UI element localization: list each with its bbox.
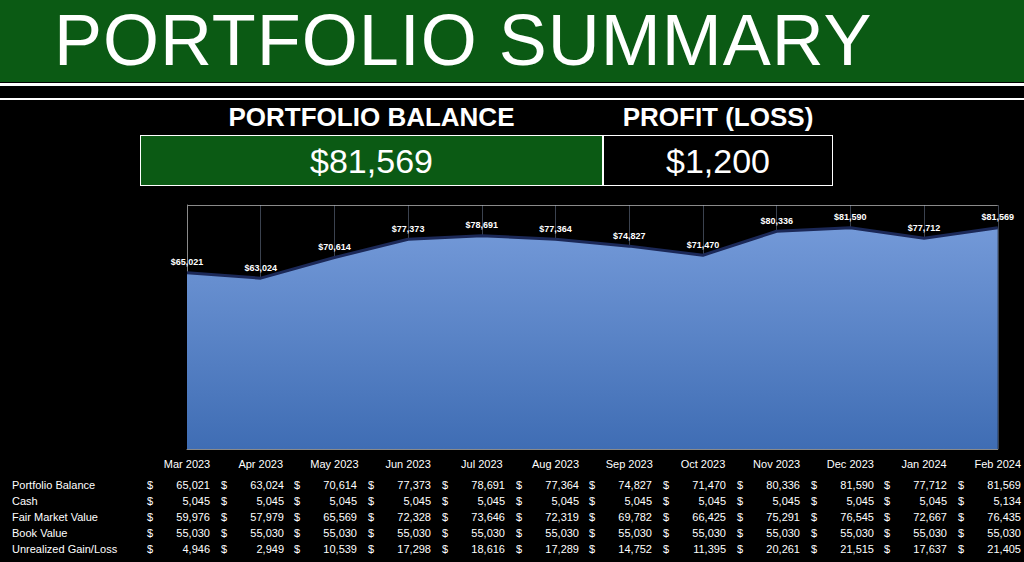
html-text:81,590: 81,590 <box>840 479 874 491</box>
html-text:65,021: 65,021 <box>176 479 210 491</box>
html-text:55,030: 55,030 <box>840 527 874 539</box>
html-text:17,637: 17,637 <box>913 543 947 555</box>
html-text:63,024: 63,024 <box>250 479 284 491</box>
html-text:5,045: 5,045 <box>846 495 874 507</box>
html-text:78,691: 78,691 <box>471 479 505 491</box>
html-text:18,616: 18,616 <box>471 543 505 555</box>
html-text:72,319: 72,319 <box>545 511 579 523</box>
html-text:65,569: 65,569 <box>323 511 357 523</box>
html-text:5,045: 5,045 <box>919 495 947 507</box>
svg-text:$77,712: $77,712 <box>908 223 941 233</box>
svg-text:May 2023: May 2023 <box>310 458 358 470</box>
svg-text:Dec 2023: Dec 2023 <box>827 458 874 470</box>
html-text:77,364: 77,364 <box>545 479 579 491</box>
svg-text:Jul 2023: Jul 2023 <box>461 458 503 470</box>
html-text:71,470: 71,470 <box>692 479 726 491</box>
html-text:2,949: 2,949 <box>256 543 284 555</box>
svg-text:$77,373: $77,373 <box>392 224 425 234</box>
svg-text:$63,024: $63,024 <box>244 263 277 273</box>
html-text:PROFIT (LOSS): PROFIT (LOSS) <box>622 102 814 132</box>
html-text:55,030: 55,030 <box>766 527 800 539</box>
html-text:55,030: 55,030 <box>176 527 210 539</box>
svg-text:$81,569: $81,569 <box>981 212 1014 222</box>
html-text:55,030: 55,030 <box>545 527 579 539</box>
svg-text:Mar 2023: Mar 2023 <box>164 458 210 470</box>
html-text:5,045: 5,045 <box>329 495 357 507</box>
html-text:20,261: 20,261 <box>766 543 800 555</box>
html-text:17,289: 17,289 <box>545 543 579 555</box>
html-text:PORTFOLIO SUMMARY: PORTFOLIO SUMMARY <box>54 0 873 80</box>
html-text:75,291: 75,291 <box>766 511 800 523</box>
html-text:72,328: 72,328 <box>397 511 431 523</box>
svg-text:$74,827: $74,827 <box>613 231 646 241</box>
html-text:69,782: 69,782 <box>618 511 652 523</box>
html-text:10,539: 10,539 <box>323 543 357 555</box>
svg-text:$65,021: $65,021 <box>171 257 204 267</box>
svg-text:$78,691: $78,691 <box>466 220 499 230</box>
html-text:55,030: 55,030 <box>471 527 505 539</box>
html-text:5,045: 5,045 <box>772 495 800 507</box>
html-text:57,979: 57,979 <box>250 511 284 523</box>
svg-text:$71,470: $71,470 <box>687 240 720 250</box>
svg-text:$77,364: $77,364 <box>539 224 572 234</box>
svg-text:$80,336: $80,336 <box>760 216 793 226</box>
html-text:55,030: 55,030 <box>987 527 1021 539</box>
html-text:55,030: 55,030 <box>323 527 357 539</box>
html-text:14,752: 14,752 <box>618 543 652 555</box>
svg-text:Jan 2024: Jan 2024 <box>901 458 946 470</box>
html-text:55,030: 55,030 <box>618 527 652 539</box>
html-text:17,298: 17,298 <box>397 543 431 555</box>
svg-text:Sep 2023: Sep 2023 <box>606 458 653 470</box>
html-text:Book Value: Book Value <box>12 527 68 539</box>
html-text:59,976: 59,976 <box>176 511 210 523</box>
html-text:21,515: 21,515 <box>840 543 874 555</box>
html-text:55,030: 55,030 <box>397 527 431 539</box>
html-text:5,045: 5,045 <box>477 495 505 507</box>
html-text:Cash: Cash <box>12 495 38 507</box>
html-text:55,030: 55,030 <box>913 527 947 539</box>
html-text:Portfolio Balance: Portfolio Balance <box>12 479 96 491</box>
html-text:5,134: 5,134 <box>993 495 1021 507</box>
html-text:5,045: 5,045 <box>182 495 210 507</box>
html-text:76,545: 76,545 <box>840 511 874 523</box>
html-text:74,827: 74,827 <box>618 479 652 491</box>
html-text:4,946: 4,946 <box>182 543 210 555</box>
html-text:5,045: 5,045 <box>698 495 726 507</box>
html-text:80,336: 80,336 <box>766 479 800 491</box>
html-text:73,646: 73,646 <box>471 511 505 523</box>
html-text:$1,200: $1,200 <box>666 142 770 180</box>
html-text:72,667: 72,667 <box>913 511 947 523</box>
svg-text:Apr 2023: Apr 2023 <box>238 458 283 470</box>
svg-text:Oct 2023: Oct 2023 <box>681 458 726 470</box>
html-text:11,395: 11,395 <box>693 543 726 555</box>
html-text:55,030: 55,030 <box>250 527 284 539</box>
svg-text:Feb 2024: Feb 2024 <box>975 458 1021 470</box>
svg-text:Nov 2023: Nov 2023 <box>753 458 800 470</box>
svg-text:Aug 2023: Aug 2023 <box>532 458 579 470</box>
html-text:81,569: 81,569 <box>987 479 1021 491</box>
html-text:55,030: 55,030 <box>692 527 726 539</box>
html-text:PORTFOLIO BALANCE: PORTFOLIO BALANCE <box>228 102 515 132</box>
html-text:76,435: 76,435 <box>987 511 1021 523</box>
html-text:5,045: 5,045 <box>551 495 579 507</box>
html-text:5,045: 5,045 <box>403 495 431 507</box>
html-text:$81,569: $81,569 <box>310 142 433 180</box>
html-text:77,712: 77,712 <box>913 479 947 491</box>
html-text:Fair Market Value: Fair Market Value <box>12 511 98 523</box>
html-text:77,373: 77,373 <box>397 479 431 491</box>
html-text:Unrealized Gain/Loss: Unrealized Gain/Loss <box>12 543 118 555</box>
html-text:5,045: 5,045 <box>624 495 652 507</box>
html-text:66,425: 66,425 <box>692 511 726 523</box>
svg-text:Jun 2023: Jun 2023 <box>385 458 430 470</box>
html-text:70,614: 70,614 <box>323 479 357 491</box>
svg-text:$70,614: $70,614 <box>318 242 351 252</box>
svg-text:$81,590: $81,590 <box>834 212 867 222</box>
html-text:5,045: 5,045 <box>256 495 284 507</box>
html-text:21,405: 21,405 <box>987 543 1021 555</box>
